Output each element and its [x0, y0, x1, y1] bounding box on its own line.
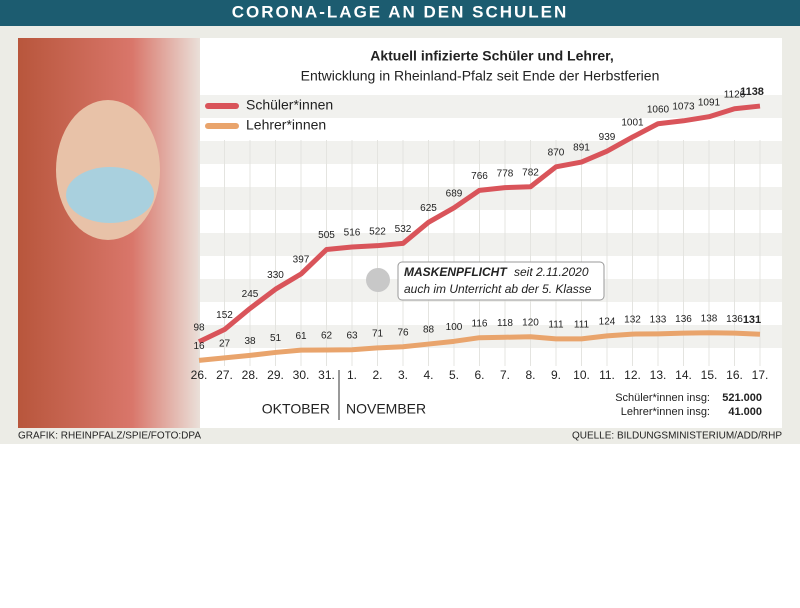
band [200, 187, 782, 210]
value-label: 38 [244, 336, 256, 347]
value-label: 778 [497, 168, 514, 179]
x-tick-label: 6. [474, 368, 484, 382]
value-label: 120 [522, 317, 539, 328]
value-label: 116 [472, 318, 488, 329]
legend-label: Lehrer*innen [246, 117, 326, 133]
x-tick-label: 7. [500, 368, 510, 382]
value-label: 766 [471, 171, 488, 182]
total-value: 41.000 [728, 406, 762, 418]
value-label: 397 [293, 255, 310, 266]
value-label: 782 [522, 167, 539, 178]
annotation-note: auch im Unterricht ab der 5. Klasse [404, 282, 592, 296]
annotation-title: MASKENPFLICHT [404, 265, 508, 279]
header-bar [0, 0, 800, 26]
x-tick-label: 17. [752, 368, 769, 382]
x-tick-label: 2. [372, 368, 382, 382]
value-label: 516 [344, 228, 361, 239]
chart-subtitle: Entwicklung in Rheinland-Pfalz seit Ende… [301, 68, 660, 84]
month-label: OKTOBER [262, 401, 330, 417]
value-label: 1126 [724, 89, 746, 100]
value-label: 27 [219, 339, 231, 350]
total-value: 521.000 [722, 392, 762, 404]
value-label: 891 [573, 143, 590, 154]
value-label: 62 [321, 331, 333, 342]
value-label: 136 [726, 314, 743, 325]
x-tick-label: 16. [726, 368, 743, 382]
value-label: 111 [548, 319, 564, 330]
x-tick-label: 11. [599, 368, 615, 382]
x-tick-label: 29. [267, 368, 284, 382]
value-label: 138 [701, 313, 718, 324]
x-tick-label: 4. [423, 368, 433, 382]
source: QUELLE: BILDUNGSMINISTERIUM/ADD/RHP [572, 431, 782, 442]
value-label: 111 [574, 319, 590, 330]
value-label: 689 [446, 188, 463, 199]
value-label: 131 [743, 314, 761, 326]
value-label: 124 [599, 317, 616, 328]
x-tick-label: 15. [701, 368, 718, 382]
value-label: 152 [216, 310, 233, 321]
value-label: 1091 [698, 97, 721, 108]
band [200, 141, 782, 164]
value-label: 76 [397, 327, 409, 338]
legend-label: Schüler*innen [246, 97, 333, 113]
value-label: 1138 [740, 86, 764, 98]
value-label: 98 [193, 322, 205, 333]
x-tick-label: 8. [525, 368, 535, 382]
series-line [197, 103, 761, 345]
chart-title: Aktuell infizierte Schüler und Lehrer, [370, 48, 614, 64]
annotation-marker [366, 268, 390, 292]
value-label: 532 [395, 224, 412, 235]
value-label: 245 [242, 289, 259, 300]
value-label: 51 [270, 333, 282, 344]
value-label: 63 [346, 330, 358, 341]
value-label: 136 [675, 314, 692, 325]
x-tick-label: 1. [347, 368, 357, 382]
x-tick-label: 5. [449, 368, 459, 382]
value-label: 132 [624, 315, 641, 326]
annotation-text: seit 2.11.2020 [514, 265, 589, 279]
x-tick-label: 30. [293, 368, 310, 382]
value-label: 16 [193, 341, 205, 352]
value-label: 1060 [647, 104, 670, 115]
header: CORONA-LAGE AN DEN SCHULEN [232, 2, 569, 21]
annotation-box [397, 261, 605, 301]
value-label: 939 [599, 132, 616, 143]
x-tick-label: 12. [624, 368, 641, 382]
total-label: Schüler*innen insg: [615, 392, 710, 404]
credit: GRAFIK: RHEINPFALZ/SPIE/FOTO:DPA [18, 431, 201, 442]
photo-mask [66, 167, 154, 223]
total-label: Lehrer*innen insg: [621, 406, 710, 418]
x-tick-label: 26. [191, 368, 208, 382]
x-tick-label: 14. [675, 368, 692, 382]
value-label: 625 [420, 203, 437, 214]
month-label: NOVEMBER [346, 401, 426, 417]
x-tick-label: 3. [398, 368, 408, 382]
value-label: 330 [267, 270, 284, 281]
value-label: 61 [295, 331, 307, 342]
value-label: 71 [372, 329, 384, 340]
value-label: 118 [497, 318, 513, 329]
value-label: 522 [369, 226, 386, 237]
x-tick-label: 9. [551, 368, 561, 382]
value-label: 505 [318, 230, 335, 241]
x-tick-label: 27. [216, 368, 233, 382]
value-label: 1001 [621, 118, 644, 129]
series-line [198, 330, 761, 363]
value-label: 88 [423, 325, 435, 336]
x-tick-label: 31. [318, 368, 335, 382]
value-label: 133 [650, 314, 667, 325]
band [200, 233, 782, 256]
x-tick-label: 13. [650, 368, 667, 382]
x-tick-label: 28. [242, 368, 259, 382]
band [200, 95, 782, 118]
value-label: 100 [446, 322, 463, 333]
value-label: 1073 [672, 101, 695, 112]
value-label: 870 [548, 147, 565, 158]
x-tick-label: 10. [573, 368, 590, 382]
